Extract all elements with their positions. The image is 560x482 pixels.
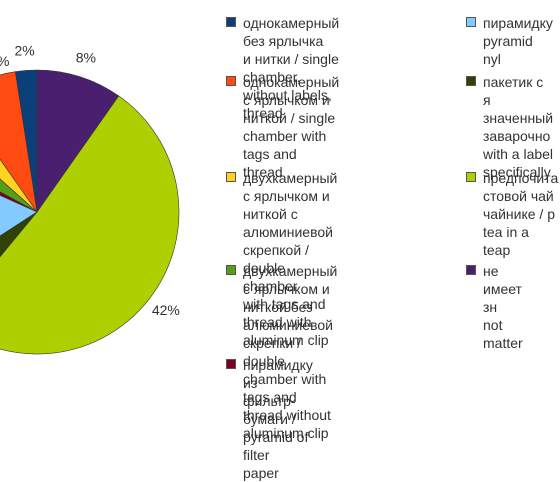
legend-label: однокамерный с ярлычком и ниткой / singl… [243,74,340,180]
pie-slice-6-pyramid-nyl [0,195,38,237]
clipped-value-label: % [0,53,9,69]
slice-value-label: 42% [152,302,180,318]
pie-slices [0,69,180,355]
legend-swatch [466,265,476,275]
legend-label: пирамидку pyramid nyl [483,15,553,67]
pie-value-labels: 2%4%42%8%% [0,42,180,318]
slice-value-label: 8% [76,50,96,66]
legend-swatch [226,76,236,86]
legend-swatch [466,172,476,182]
legend-label: однокамерный без ярлычка и нитки / singl… [243,15,340,121]
pie-chart: 2%4%42%8%% [0,42,180,355]
legend-label: предпочита стовой чай чайнике / p tea in… [483,170,559,258]
legend-label: двухкамерный с ярлычком и ниткой с алюми… [243,170,338,348]
pie-slice-3-double-chamber-with-tags-and-thread-with-aluminum-clip [0,158,38,213]
legend-swatch [226,359,236,369]
legend-label: пакетик с я значенный заварочно with a l… [483,74,554,180]
pie-slice-4-double-chamber-with-tags-and-thread-without-aluminum-clip [0,178,38,213]
legend-swatch [226,265,236,275]
legend-label: не имеет зн not matter [483,263,523,351]
pie-slice-2-single-chamber-with-tags-and-thread [0,71,38,213]
pie-slice-8-p-tea-in-a-teap [0,95,180,355]
slice-value-label: 2% [14,42,34,58]
pie-slice-9-not-matter [36,69,120,213]
legend-swatch [226,17,236,27]
legend-label: пирамидку из фильтр- бумаги / pyramid of… [243,357,313,481]
legend-swatch [466,17,476,27]
pie-slice-5-pyramid-of-filter-paper [0,191,38,213]
legend-swatch [226,172,236,182]
legend-swatch [466,76,476,86]
